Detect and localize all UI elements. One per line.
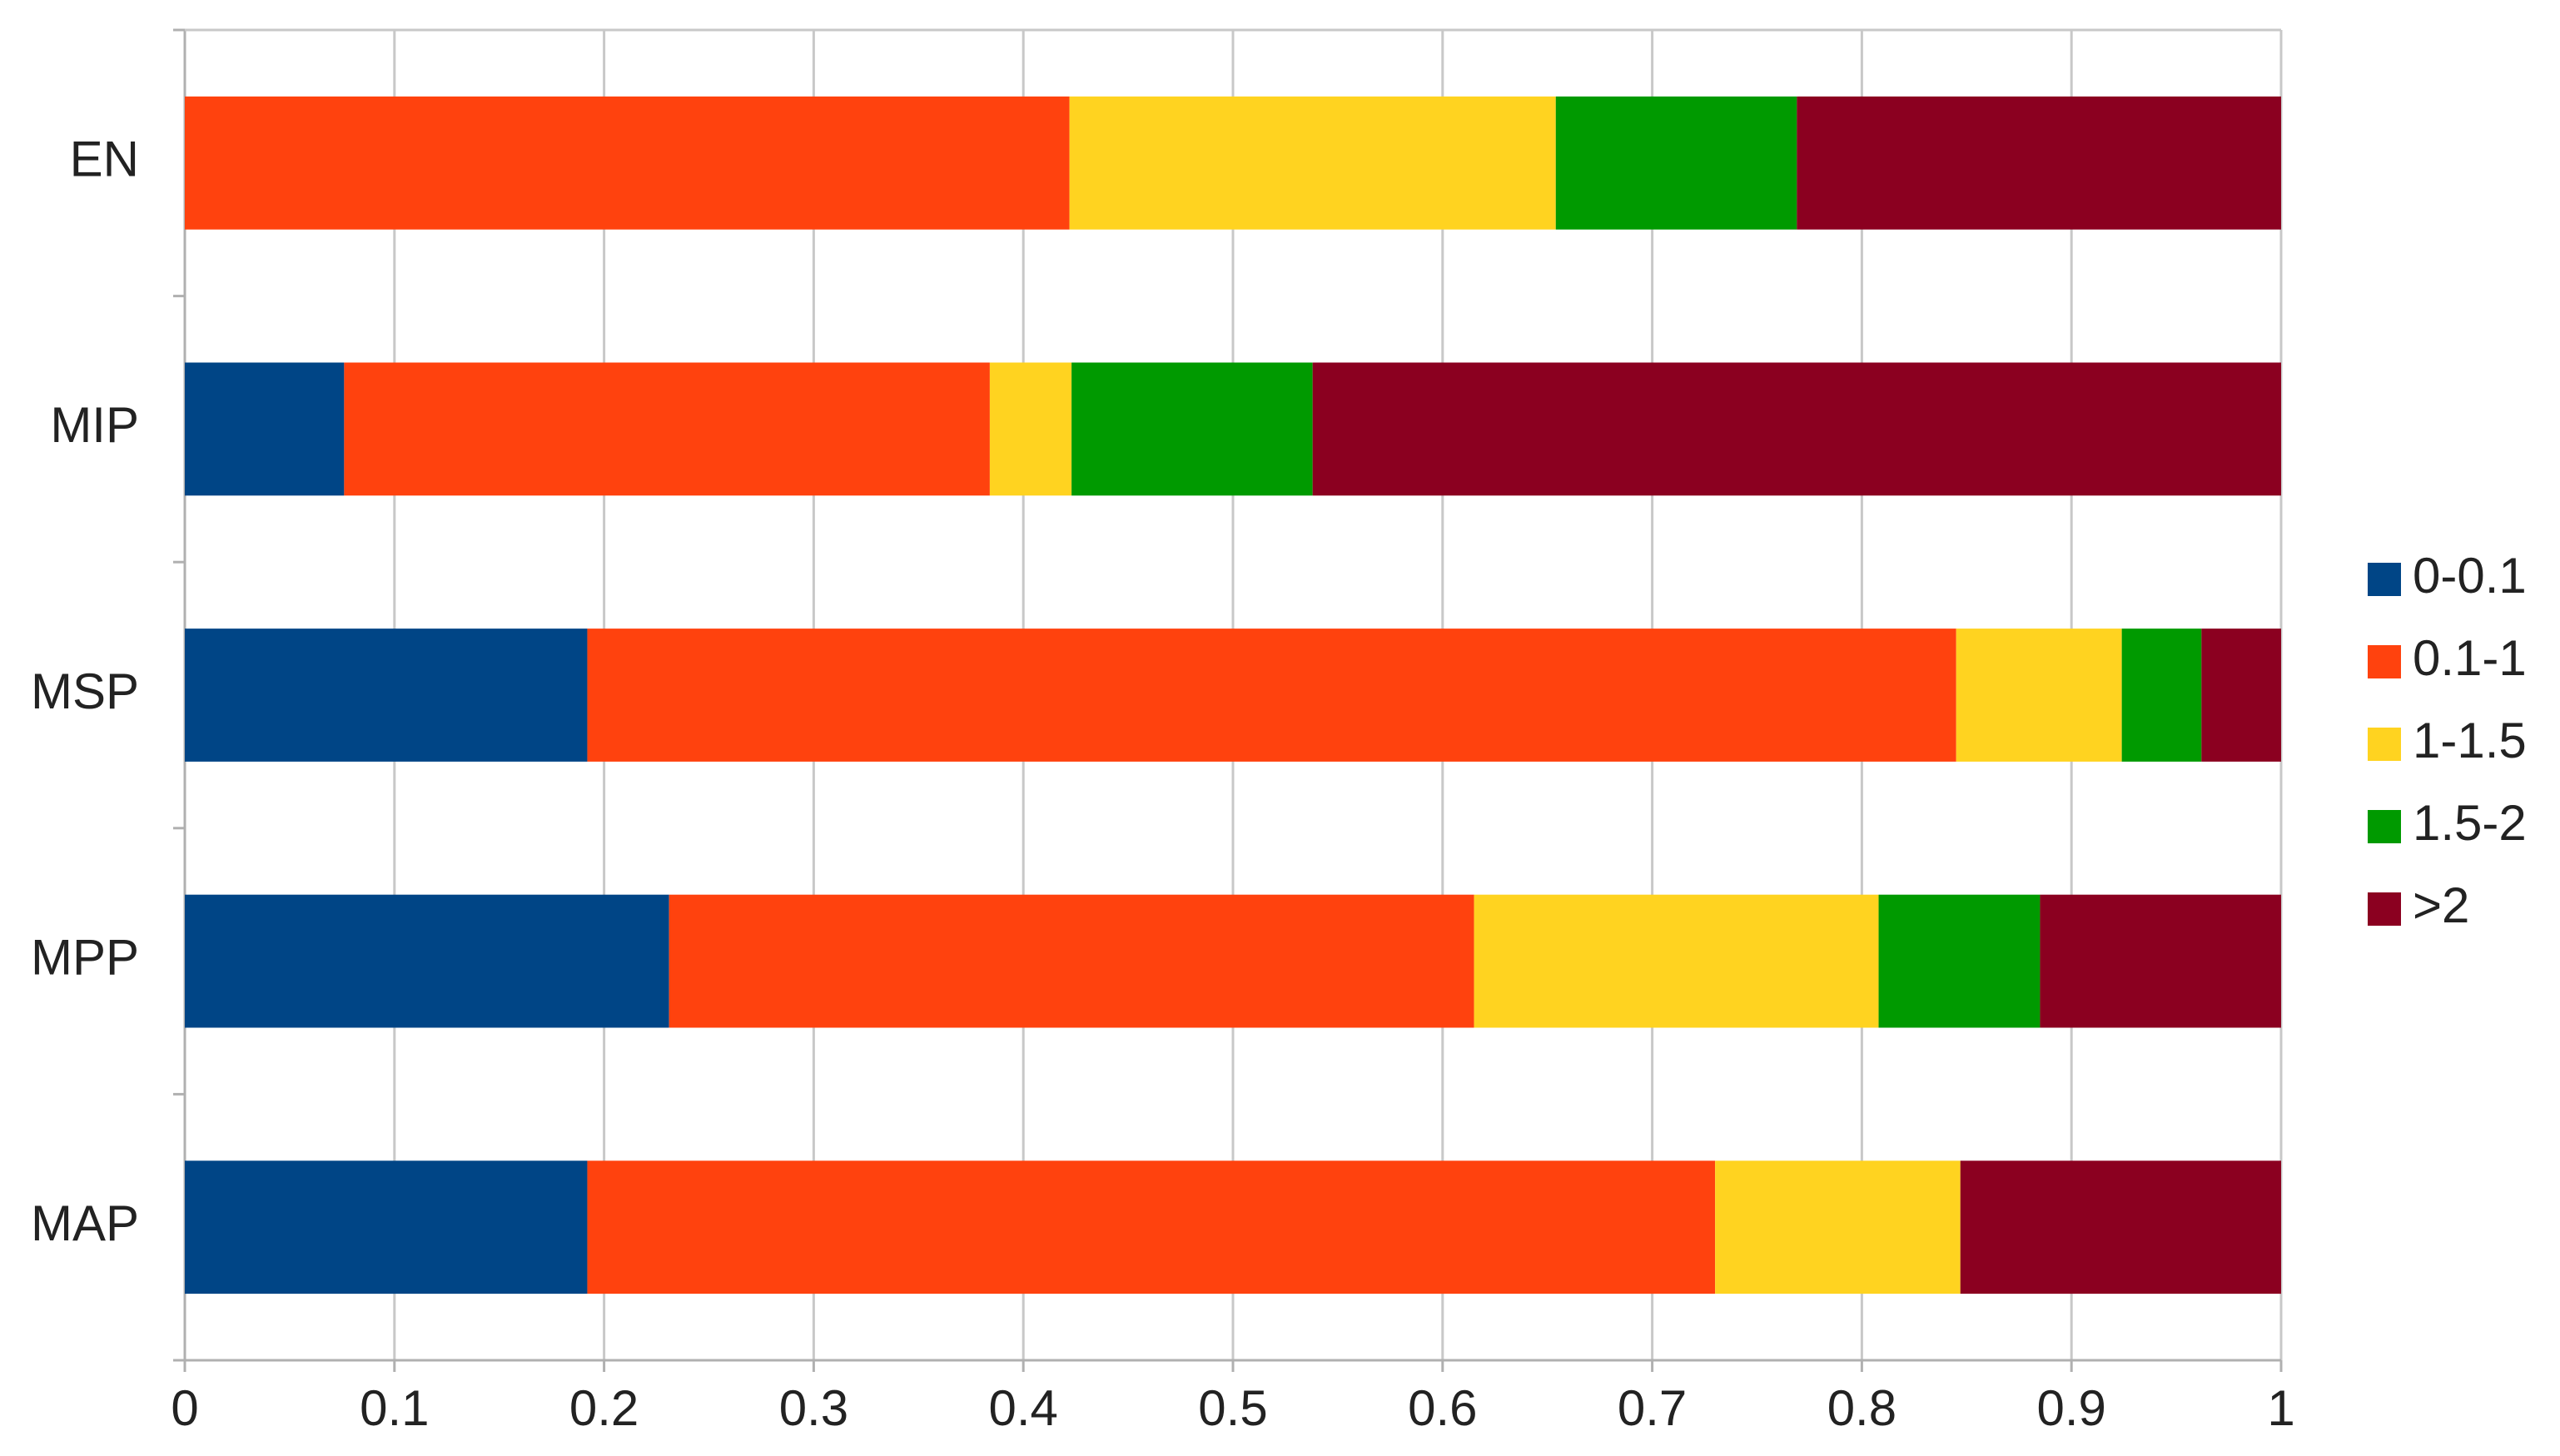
bar-segment bbox=[1797, 96, 2281, 230]
bar-segment bbox=[1956, 629, 2122, 762]
bar-segment bbox=[2201, 629, 2281, 762]
legend-swatch bbox=[2368, 810, 2401, 843]
bar-segment bbox=[1715, 1160, 1961, 1294]
bar-segment bbox=[185, 894, 669, 1028]
x-tick-label: 0.1 bbox=[360, 1380, 429, 1436]
x-tick-label: 0.6 bbox=[1408, 1380, 1477, 1436]
legend-swatch bbox=[2368, 563, 2401, 596]
x-tick-label: 0.7 bbox=[1618, 1380, 1687, 1436]
bar-segment bbox=[989, 362, 1072, 496]
y-tick-label: MIP bbox=[50, 397, 139, 453]
x-tick-label: 0 bbox=[171, 1380, 198, 1436]
x-tick-label: 0.8 bbox=[1827, 1380, 1896, 1436]
x-tick-label: 0.5 bbox=[1198, 1380, 1267, 1436]
y-tick-label: MPP bbox=[31, 929, 139, 985]
bar-segment bbox=[185, 96, 1070, 230]
legend-label: 0-0.1 bbox=[2413, 548, 2527, 604]
bar-segment bbox=[669, 894, 1474, 1028]
y-tick-label: MSP bbox=[31, 663, 139, 719]
legend-label: 0.1-1 bbox=[2413, 630, 2527, 686]
bar-segment bbox=[185, 629, 588, 762]
legend-label: 1.5-2 bbox=[2413, 795, 2527, 851]
legend-label: 1-1.5 bbox=[2413, 713, 2527, 768]
bar-segment bbox=[2121, 629, 2202, 762]
bar-segment bbox=[1312, 362, 2281, 496]
x-tick-label: 0.2 bbox=[569, 1380, 639, 1436]
bar-segment bbox=[1071, 362, 1313, 496]
y-tick-label: EN bbox=[70, 132, 139, 187]
bar-segment bbox=[185, 362, 345, 496]
bar-segment bbox=[2040, 894, 2281, 1028]
x-tick-label: 0.9 bbox=[2036, 1380, 2105, 1436]
bar-segment bbox=[185, 1160, 588, 1294]
bar-segment bbox=[587, 629, 1956, 762]
legend-label: >2 bbox=[2413, 877, 2469, 933]
x-tick-label: 1 bbox=[2267, 1380, 2294, 1436]
bar-segment bbox=[587, 1160, 1716, 1294]
bar-segment bbox=[344, 362, 990, 496]
bar-segment bbox=[1555, 96, 1797, 230]
x-tick-label: 0.4 bbox=[988, 1380, 1057, 1436]
bar-segment bbox=[1960, 1160, 2281, 1294]
legend-swatch bbox=[2368, 645, 2401, 678]
x-tick-label: 0.3 bbox=[779, 1380, 848, 1436]
bar-segment bbox=[1878, 894, 2041, 1028]
y-tick-label: MAP bbox=[31, 1195, 139, 1251]
bar-segment bbox=[1474, 894, 1879, 1028]
legend-swatch bbox=[2368, 892, 2401, 926]
bar-segment bbox=[1069, 96, 1556, 230]
legend-swatch bbox=[2368, 728, 2401, 761]
